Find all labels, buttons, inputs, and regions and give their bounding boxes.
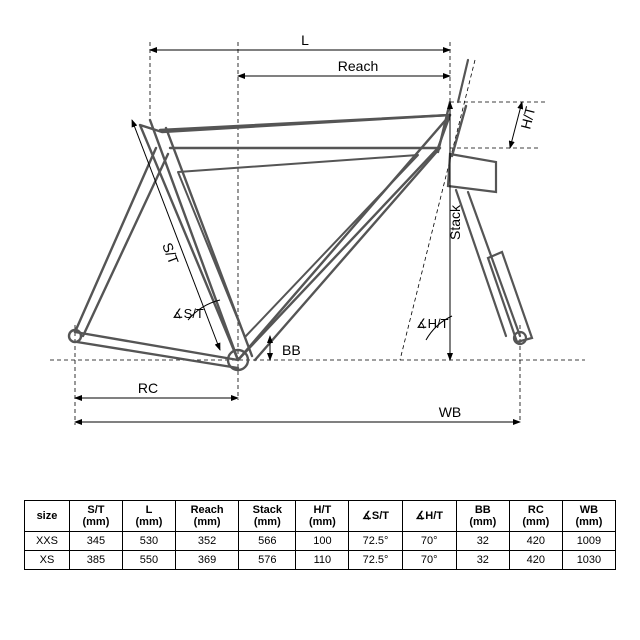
table-cell: 72.5°: [349, 532, 402, 551]
table-cell: 550: [122, 551, 175, 570]
table-header-cell: BB(mm): [456, 501, 509, 532]
label-reach: Reach: [338, 58, 378, 74]
table-cell: XXS: [25, 532, 70, 551]
table-cell: 32: [456, 551, 509, 570]
geometry-table: sizeS/T(mm)L(mm)Reach(mm)Stack(mm)H/T(mm…: [24, 500, 616, 570]
table-header-cell: S/T(mm): [69, 501, 122, 532]
table-cell: 1030: [562, 551, 615, 570]
table-header-cell: L(mm): [122, 501, 175, 532]
label-bb: BB: [282, 342, 301, 358]
table-cell: 110: [296, 551, 349, 570]
table-header-row: sizeS/T(mm)L(mm)Reach(mm)Stack(mm)H/T(mm…: [25, 501, 616, 532]
table-cell: 576: [239, 551, 296, 570]
table-cell: 345: [69, 532, 122, 551]
table-cell: 100: [296, 532, 349, 551]
table-header-cell: ∡S/T: [349, 501, 402, 532]
bike-frame: [69, 102, 466, 370]
label-rc: RC: [138, 380, 158, 396]
table-cell: 32: [456, 532, 509, 551]
table-head: sizeS/T(mm)L(mm)Reach(mm)Stack(mm)H/T(mm…: [25, 501, 616, 532]
table-cell: 72.5°: [349, 551, 402, 570]
table-header-cell: Stack(mm): [239, 501, 296, 532]
table-cell: 530: [122, 532, 175, 551]
table-cell: 352: [175, 532, 238, 551]
table-body: XXS34553035256610072.5°70°324201009XS385…: [25, 532, 616, 570]
table-cell: 566: [239, 532, 296, 551]
table-cell: 385: [69, 551, 122, 570]
bike-geometry-diagram: L Reach Stack H/T S/T BB RC WB ∡S/T ∡H/T: [20, 20, 620, 480]
label-angle-st: ∡S/T: [172, 306, 204, 321]
table-cell: 369: [175, 551, 238, 570]
label-L: L: [301, 32, 309, 48]
table-header-cell: ∡H/T: [402, 501, 456, 532]
table-cell: 420: [509, 551, 562, 570]
page: L Reach Stack H/T S/T BB RC WB ∡S/T ∡H/T…: [0, 0, 640, 640]
table-row: XXS34553035256610072.5°70°324201009: [25, 532, 616, 551]
label-angle-ht: ∡H/T: [416, 316, 449, 331]
table-row: XS38555036957611072.5°70°324201030: [25, 551, 616, 570]
table-header-cell: RC(mm): [509, 501, 562, 532]
fork: [448, 60, 532, 344]
diagram-svg: L Reach Stack H/T S/T BB RC WB ∡S/T ∡H/T: [20, 20, 620, 480]
label-stack: Stack: [447, 204, 463, 240]
table-cell: 70°: [402, 551, 456, 570]
table-header-cell: H/T(mm): [296, 501, 349, 532]
table-header-cell: size: [25, 501, 70, 532]
table-cell: 1009: [562, 532, 615, 551]
table-header-cell: Reach(mm): [175, 501, 238, 532]
table-cell: XS: [25, 551, 70, 570]
label-st: S/T: [159, 240, 182, 266]
label-wb: WB: [439, 404, 462, 420]
table-cell: 420: [509, 532, 562, 551]
table-cell: 70°: [402, 532, 456, 551]
table-header-cell: WB(mm): [562, 501, 615, 532]
